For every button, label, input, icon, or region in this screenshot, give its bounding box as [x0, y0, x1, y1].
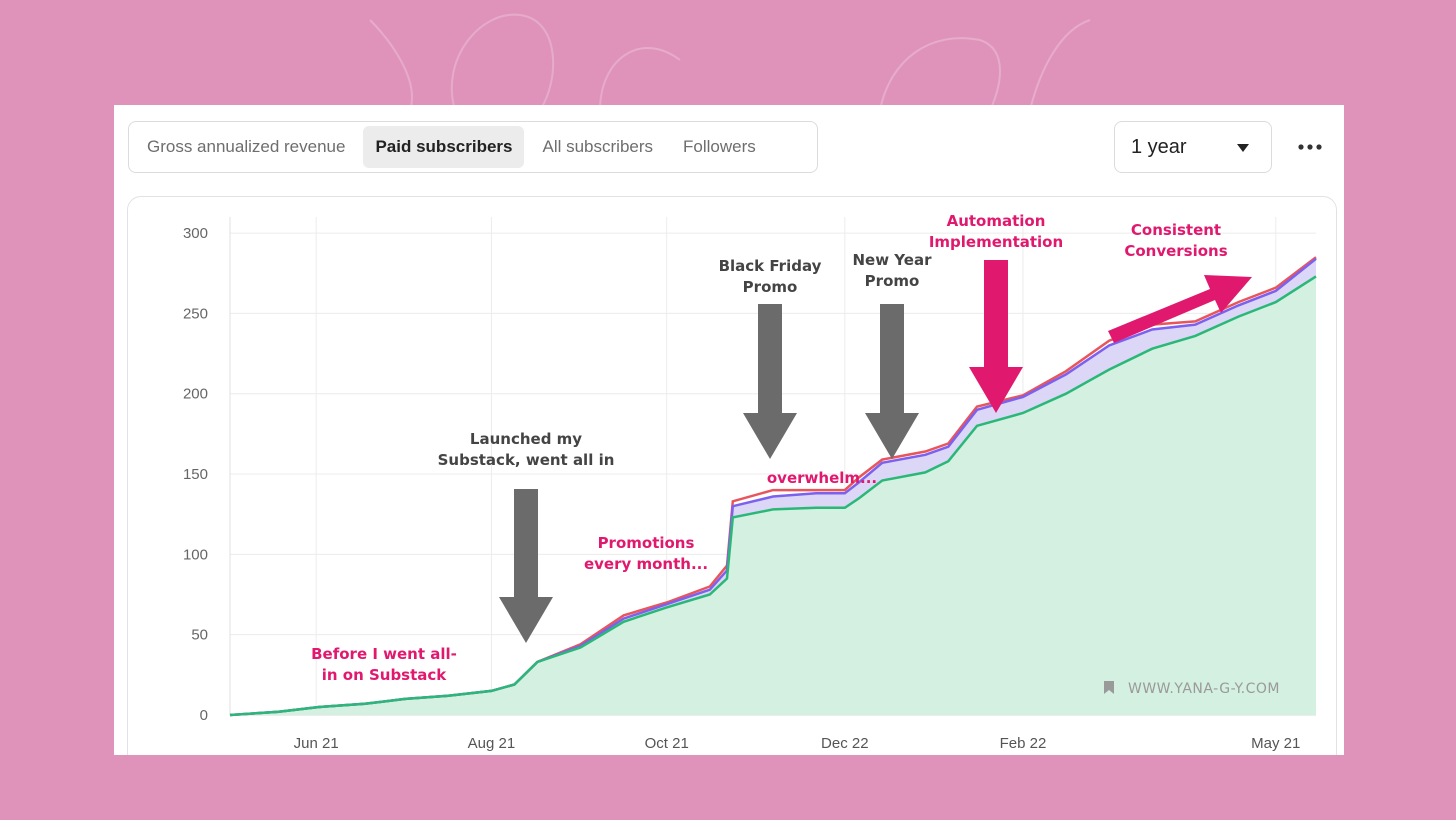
annotation-label: Automation	[947, 212, 1046, 230]
annotation-label: Conversions	[1124, 242, 1227, 260]
annotation-label: every month...	[584, 555, 708, 573]
down-arrow-icon	[499, 489, 553, 643]
x-tick-label: May 21	[1251, 735, 1300, 752]
annotation-label: overwhelm...	[767, 469, 877, 487]
chart-container: 0 50 100 150 200 250 300 Jun 21 Aug 21 Oct 21 Dec …	[127, 196, 1337, 755]
tab-gross-annualized-revenue[interactable]: Gross annualized revenue	[147, 137, 346, 156]
down-arrow-icon	[743, 304, 797, 459]
paid-area-fill	[230, 276, 1316, 715]
y-tick-label: 50	[191, 627, 208, 644]
x-tick-label: Feb 22	[1000, 735, 1047, 752]
annotation-label: Promo	[865, 272, 920, 290]
series-line-paid	[229, 275, 1317, 717]
tab-paid-subscribers[interactable]: Paid subscribers	[363, 126, 525, 168]
diagonal-arrow-icon	[1108, 275, 1252, 343]
x-tick-label: Dec 22	[821, 735, 869, 752]
y-tick-label: 300	[183, 225, 208, 242]
y-tick-label: 100	[183, 546, 208, 563]
annotation-label: Before I went all-	[311, 645, 457, 663]
down-arrow-icon	[969, 260, 1023, 413]
tab-followers[interactable]: Followers	[683, 137, 756, 156]
annotation-label: Consistent	[1131, 221, 1221, 239]
x-tick-label: Aug 21	[468, 735, 516, 752]
x-tick-label: Oct 21	[645, 735, 689, 752]
metric-tabs: Gross annualized revenue Paid subscriber…	[128, 121, 818, 173]
annotation-label: Implementation	[929, 233, 1063, 251]
y-tick-label: 250	[183, 305, 208, 322]
background-scribbles	[369, 13, 1091, 110]
annotation-label: Promotions	[598, 534, 695, 552]
dashboard-card: Gross annualized revenue Paid subscriber…	[114, 105, 1344, 755]
annotation-label: Black Friday	[719, 257, 822, 275]
tab-all-subscribers[interactable]: All subscribers	[542, 137, 654, 156]
down-arrow-icon	[865, 304, 919, 459]
y-tick-label: 0	[200, 707, 208, 724]
annotation-label: Launched my	[470, 430, 582, 448]
y-tick-label: 200	[183, 386, 208, 403]
watermark-text: WWW.YANA-G-Y.COM	[1128, 681, 1280, 697]
subscribers-chart: 0 50 100 150 200 250 300 Jun 21 Aug 21 Oct 21 Dec …	[183, 212, 1317, 752]
x-tick-label: Jun 21	[294, 735, 339, 752]
time-range-select[interactable]: 1 year	[1114, 121, 1272, 173]
y-tick-label: 150	[183, 466, 208, 483]
more-horizontal-icon[interactable]	[1292, 129, 1328, 165]
annotation-label: Promo	[743, 278, 798, 296]
bookmark-icon	[1104, 681, 1114, 694]
annotation-label: Substack, went all in	[438, 451, 615, 469]
annotation-label: New Year	[853, 251, 933, 269]
annotation-label: in on Substack	[322, 666, 448, 684]
time-range-value: 1 year	[1131, 136, 1187, 158]
caret-down-icon	[1237, 144, 1249, 152]
